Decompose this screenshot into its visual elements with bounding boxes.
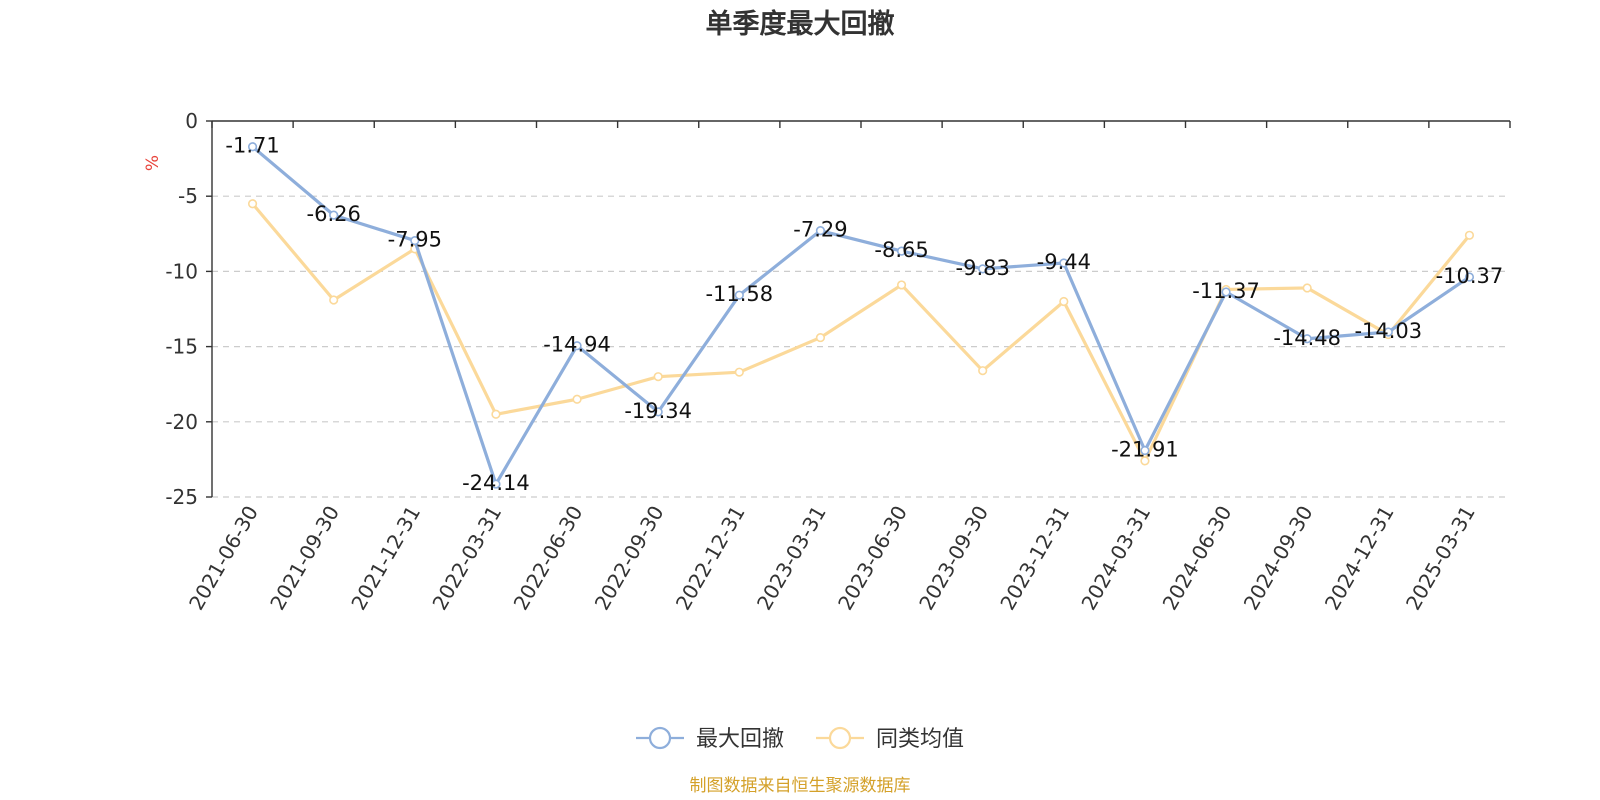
- y-tick-label: -15: [165, 335, 198, 359]
- x-tick-label: 2023-09-30: [914, 502, 993, 615]
- x-tick-label: 2025-03-31: [1401, 502, 1480, 615]
- data-label: -11.58: [705, 282, 773, 306]
- data-label: -14.03: [1354, 319, 1422, 343]
- data-point: [1302, 334, 1312, 344]
- data-point: [1140, 445, 1150, 456]
- data-point: [410, 235, 420, 246]
- grid-lines: [212, 195, 1510, 498]
- data-point: [815, 226, 826, 236]
- data-point: [1302, 283, 1312, 293]
- legend-label: 最大回撤: [696, 727, 784, 752]
- data-label: -9.44: [1037, 250, 1091, 274]
- y-tick-label: -20: [165, 410, 198, 434]
- x-tick-label: 2024-09-30: [1239, 502, 1318, 615]
- data-labels: -1.71 -6.26 -7.95 -24.14 -14.94 -19.34 -11.58 -…: [225, 134, 1503, 495]
- data-label: -6.26: [307, 202, 361, 226]
- x-tick-label: 2021-06-30: [184, 502, 263, 615]
- data-point: [896, 280, 907, 290]
- y-tick-label: 0: [185, 109, 198, 133]
- data-point: [978, 264, 988, 274]
- data-point: [1140, 456, 1150, 466]
- data-label: -19.34: [624, 399, 692, 423]
- x-tick-label: 2024-12-31: [1320, 502, 1399, 615]
- data-point: [247, 199, 258, 209]
- x-tick-label: 2021-09-30: [265, 502, 344, 615]
- legend-marker: [828, 726, 852, 750]
- legend-marker: [648, 726, 672, 750]
- series-line: [251, 145, 1471, 486]
- x-tick-label: 2022-09-30: [590, 502, 669, 615]
- data-point: [978, 366, 988, 376]
- data-point: [734, 367, 744, 377]
- legend-label: 同类均值: [876, 727, 964, 752]
- data-point: [653, 372, 663, 382]
- x-tick-label: 2024-03-31: [1076, 502, 1155, 615]
- data-point: [247, 142, 258, 152]
- data-label: -21.91: [1111, 438, 1179, 462]
- x-tick-label: 2021-12-31: [346, 502, 425, 615]
- series-line: [251, 202, 1471, 463]
- data-label: -7.29: [793, 218, 847, 242]
- data-point: [329, 210, 339, 220]
- data-point: [653, 407, 663, 417]
- y-tick-label: -5: [178, 184, 198, 208]
- y-tick-label: -25: [165, 485, 198, 509]
- x-tick-label: 2023-12-31: [995, 502, 1074, 615]
- legend: 最大回撤 同类均值: [636, 726, 964, 752]
- data-point: [896, 246, 907, 256]
- data-label: -11.37: [1192, 279, 1260, 303]
- x-tick-label: 2023-06-30: [833, 502, 912, 615]
- data-label: -7.95: [388, 228, 442, 252]
- x-tick-label: 2024-06-30: [1157, 502, 1236, 615]
- data-point: [329, 295, 339, 305]
- data-point: [815, 332, 826, 343]
- data-point: [1221, 287, 1231, 297]
- data-point: [572, 341, 582, 351]
- y-tick-label: -10: [165, 259, 198, 283]
- data-point: [1464, 272, 1475, 282]
- data-label: -8.65: [874, 238, 928, 262]
- series-lines: [247, 142, 1475, 489]
- x-tick-label: 2022-12-31: [671, 502, 750, 615]
- data-point: [491, 409, 501, 419]
- data-point: [1059, 296, 1069, 307]
- data-label: -14.48: [1273, 326, 1341, 350]
- data-point: [572, 394, 582, 404]
- data-label: -1.71: [225, 134, 279, 158]
- data-label: -24.14: [462, 471, 530, 495]
- chart-title: 单季度最大回撤: [706, 8, 895, 40]
- data-point: [1383, 327, 1393, 337]
- y-axis-unit-label: %: [143, 155, 163, 171]
- x-tick-label: 2023-03-31: [752, 502, 831, 615]
- source-note: 制图数据来自恒生聚源数据库: [690, 776, 911, 796]
- data-label: -14.94: [543, 333, 611, 357]
- x-tick-label: 2022-06-30: [508, 502, 587, 615]
- data-point: [491, 479, 501, 489]
- x-tick-label: 2022-03-31: [427, 502, 506, 615]
- data-label: -10.37: [1436, 264, 1504, 288]
- data-point: [1059, 258, 1069, 268]
- data-label: -9.83: [956, 256, 1010, 280]
- data-point: [734, 290, 744, 300]
- data-point: [1464, 230, 1475, 240]
